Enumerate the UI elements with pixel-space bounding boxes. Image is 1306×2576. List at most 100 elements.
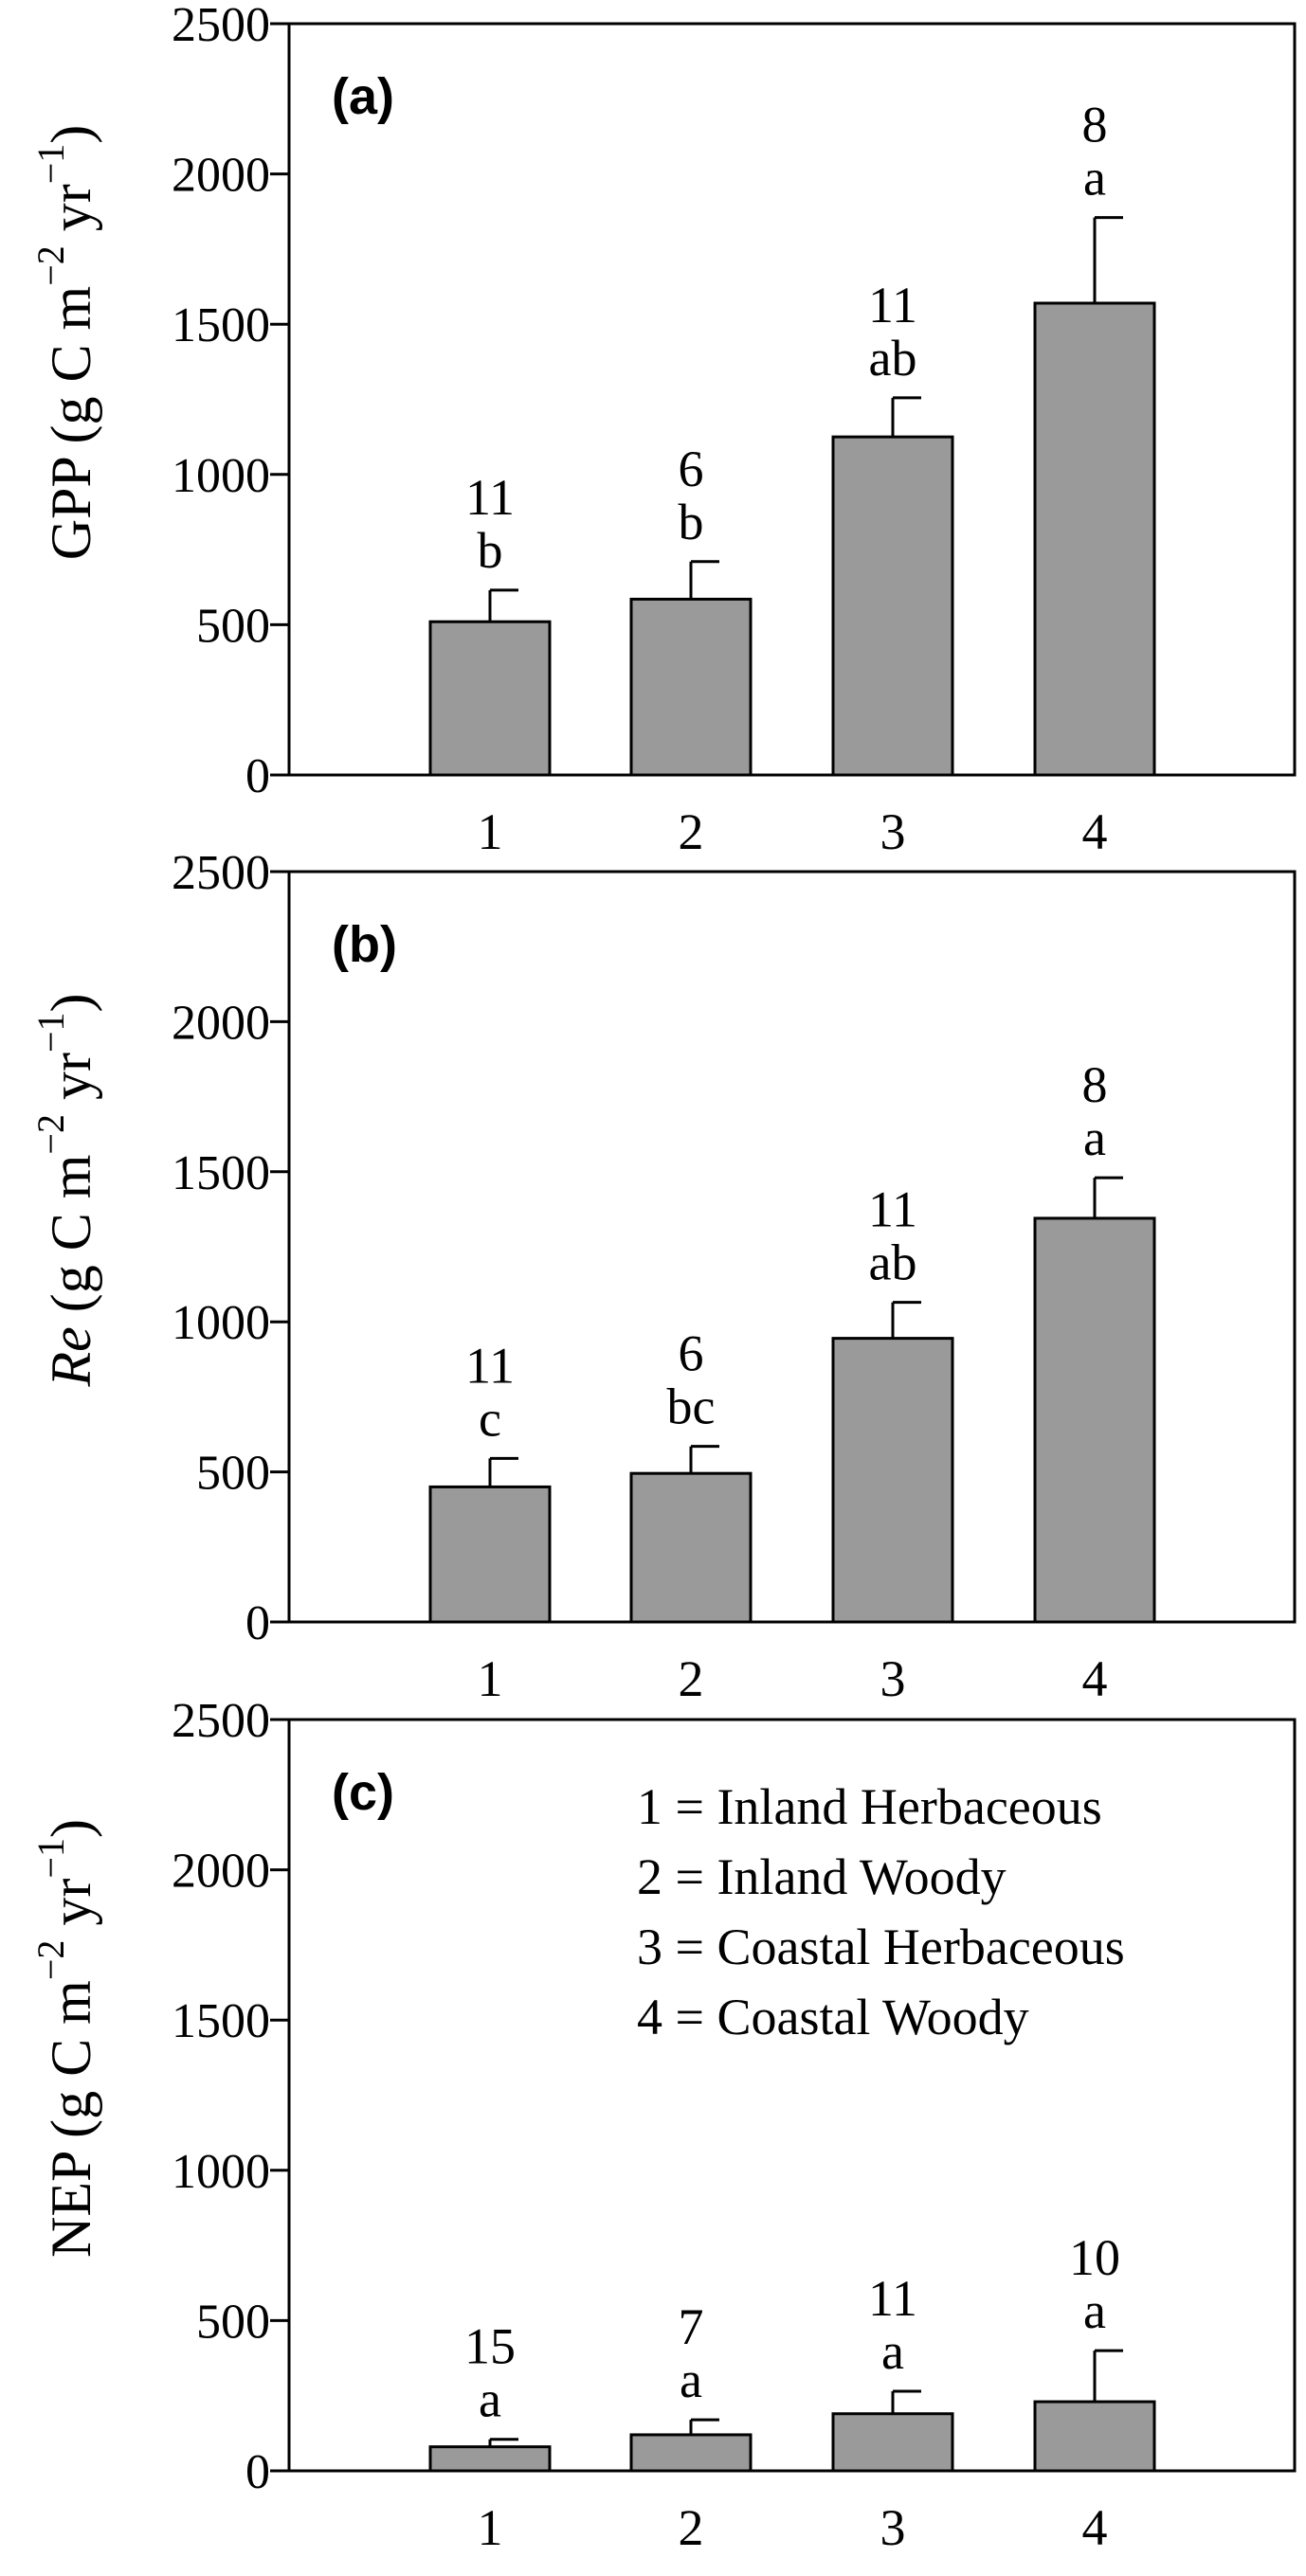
sample-size-label: 8 [1082, 97, 1108, 153]
y-axis-label-sup2: −1 [29, 1838, 72, 1879]
panel-label: (c) [332, 1764, 394, 1821]
bar-3 [831, 2412, 954, 2473]
bar-4 [1033, 1216, 1156, 1624]
y-axis-label-sup2: −1 [29, 144, 72, 185]
significance-letter: a [680, 2351, 702, 2408]
bar-1 [428, 2445, 552, 2473]
y-tick-label: 1000 [172, 1296, 270, 1350]
sample-size-label: 11 [868, 277, 917, 333]
y-axis-label-main: NEP [40, 2153, 102, 2258]
bar-3 [831, 435, 954, 777]
plot-frame [287, 22, 1297, 777]
y-tick-label: 1000 [172, 449, 270, 503]
y-axis-label-unit-open: (g C m [40, 1980, 102, 2153]
panel-label: (a) [332, 68, 394, 125]
significance-letter: a [1083, 2282, 1106, 2339]
y-axis-label-sup1: −2 [29, 1114, 72, 1155]
y-tick-label: 500 [196, 2295, 270, 2349]
significance-letter: a [479, 2371, 501, 2428]
legend-entry: 1 = Inland Herbaceous [637, 1778, 1102, 1835]
significance-letter: c [479, 1390, 501, 1447]
y-tick-label: 2000 [172, 996, 270, 1050]
sample-size-label: 11 [465, 1337, 515, 1394]
sample-size-label: 8 [1082, 1056, 1108, 1113]
y-tick-label: 500 [196, 599, 270, 653]
plot-frame [287, 870, 1297, 1624]
y-axis-label-unit-close: ) [40, 993, 102, 1012]
bar-3 [831, 1337, 954, 1624]
y-axis-label: Re (g C m−2 yr−1) [29, 993, 102, 1387]
y-tick-label: 2000 [172, 149, 270, 203]
y-tick-label: 2500 [172, 0, 270, 52]
x-tick-label: 3 [880, 803, 906, 860]
y-tick-label: 0 [245, 1596, 270, 1650]
plot-frame [287, 1718, 1297, 2473]
y-axis-label-unit-mid: yr [40, 1879, 102, 1940]
y-axis-label-sup1: −2 [29, 245, 72, 286]
sample-size-label: 11 [868, 2270, 917, 2327]
legend-entry: 2 = Inland Woody [637, 1848, 1007, 1905]
bar-4 [1033, 2400, 1156, 2473]
y-axis-label: GPP (g C m−2 yr−1) [29, 125, 102, 561]
sample-size-label: 6 [679, 441, 704, 497]
y-axis-label-unit-mid: yr [40, 184, 102, 245]
significance-letter: ab [869, 330, 917, 387]
significance-letter: a [881, 2323, 904, 2380]
sample-size-label: 11 [868, 1181, 917, 1238]
x-tick-label: 2 [679, 803, 704, 860]
x-tick-label: 2 [679, 1650, 704, 1707]
bar-1 [428, 620, 552, 777]
y-axis-label: NEP (g C m−2 yr−1) [29, 1819, 102, 2258]
legend: 1 = Inland Herbaceous 2 = Inland Woody 3 =… [637, 1778, 1125, 2045]
panel-2: c111bc62ab113a8405001000150020002500(b)R… [29, 846, 1297, 1707]
legend-entry: 3 = Coastal Herbaceous [637, 1918, 1125, 1975]
y-axis-label-sup2: −1 [29, 1012, 72, 1053]
y-tick-label: 1500 [172, 298, 270, 352]
bar-2 [629, 597, 753, 777]
panel-label: (b) [332, 916, 397, 973]
significance-letter: b [478, 522, 503, 579]
significance-letter: ab [869, 1234, 917, 1291]
y-tick-label: 1000 [172, 2145, 270, 2199]
y-tick-label: 2000 [172, 1845, 270, 1899]
y-axis-label-unit-open: (g C m [40, 286, 102, 459]
y-tick-label: 1500 [172, 1146, 270, 1200]
bar-4 [1033, 301, 1156, 777]
bar-2 [629, 2433, 753, 2473]
y-axis-label-unit-close: ) [40, 1819, 102, 1838]
x-tick-label: 4 [1082, 1650, 1108, 1707]
y-tick-label: 500 [196, 1447, 270, 1501]
y-axis-label-main: Re [40, 1326, 102, 1387]
panel-3: a151a72a113a10405001000150020002500(c)NE… [29, 1694, 1297, 2556]
x-tick-label: 1 [478, 1650, 503, 1707]
y-axis-label-unit-open: (g C m [40, 1155, 102, 1327]
y-tick-label: 1500 [172, 1994, 270, 2048]
sample-size-label: 10 [1069, 2229, 1120, 2286]
x-tick-label: 4 [1082, 2499, 1108, 2556]
y-tick-label: 0 [245, 749, 270, 803]
x-tick-label: 1 [478, 2499, 503, 2556]
sample-size-label: 7 [679, 2298, 704, 2355]
significance-letter: a [1083, 150, 1106, 207]
significance-letter: a [1083, 1109, 1106, 1166]
legend-entry: 4 = Coastal Woody [637, 1989, 1029, 2045]
panel-1: b111b62ab113a8405001000150020002500(a)GP… [29, 0, 1297, 860]
sample-size-label: 6 [679, 1325, 704, 1382]
x-tick-label: 3 [880, 1650, 906, 1707]
y-axis-label-unit-mid: yr [40, 1053, 102, 1114]
significance-letter: b [679, 494, 704, 550]
y-axis-label-main: GPP [40, 458, 102, 560]
y-axis-label-sup1: −2 [29, 1940, 72, 1981]
y-tick-label: 2500 [172, 846, 270, 900]
y-axis-label-unit-close: ) [40, 125, 102, 144]
bar-1 [428, 1485, 552, 1624]
x-tick-label: 1 [478, 803, 503, 860]
sample-size-label: 11 [465, 469, 515, 526]
y-tick-label: 2500 [172, 1694, 270, 1748]
x-tick-label: 3 [880, 2499, 906, 2556]
sample-size-label: 15 [464, 2318, 516, 2375]
y-tick-label: 0 [245, 2445, 270, 2499]
x-tick-label: 2 [679, 2499, 704, 2556]
x-tick-label: 4 [1082, 803, 1108, 860]
